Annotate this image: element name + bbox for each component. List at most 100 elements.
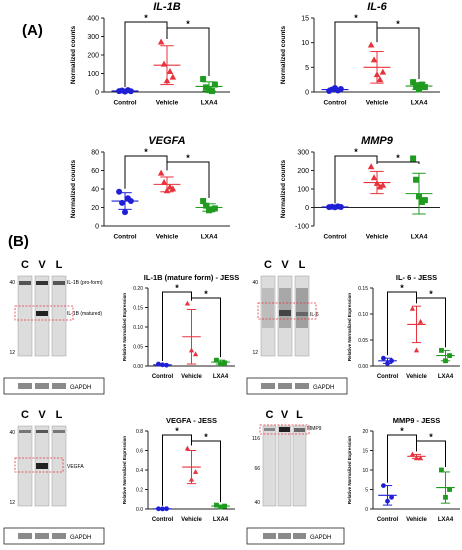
y-tick-label: 0.00 [133, 364, 143, 370]
data-point [376, 183, 384, 190]
lane-label: L [296, 409, 303, 421]
data-point [367, 41, 375, 48]
data-point [421, 84, 428, 91]
data-point [119, 199, 126, 206]
data-point [367, 163, 375, 170]
data-point [416, 193, 422, 200]
data-point [163, 77, 171, 84]
significance-star: * [429, 432, 433, 442]
data-point [208, 88, 215, 95]
significance-star: * [396, 153, 400, 163]
gel-band [19, 281, 31, 285]
data-point [214, 357, 219, 363]
gel-lane [51, 275, 67, 357]
y-tick-label: 0 [95, 89, 99, 96]
category-label: LXA4 [213, 374, 229, 380]
data-point [379, 181, 387, 188]
data-point [410, 79, 417, 86]
y-tick-label: 80 [91, 149, 99, 156]
data-point [389, 358, 394, 364]
significance-star: * [204, 289, 208, 299]
data-point [379, 68, 387, 75]
significance-star: * [186, 153, 190, 163]
gel-band [296, 312, 308, 316]
data-point [370, 174, 378, 181]
gapdh-band [18, 383, 32, 389]
y-tick-label: 0 [95, 223, 99, 230]
gel-band [36, 463, 48, 469]
significance-bracket [166, 27, 210, 77]
highlight-box [259, 424, 310, 435]
data-point [122, 209, 128, 216]
blot-il1b: C V L 40 12 IL-1B (pro-form) IL-1B (matured) GA… [3, 259, 105, 395]
gel-band [53, 430, 65, 433]
data-point [160, 60, 168, 67]
y-tick-label: 0.6 [136, 448, 143, 454]
data-point [409, 451, 416, 457]
category-label: Control [377, 374, 399, 380]
data-point [192, 469, 199, 474]
y-tick-label: 200 [87, 52, 99, 59]
significance-star: * [396, 19, 400, 29]
data-point [337, 203, 344, 210]
category-label: Vehicle [156, 234, 179, 241]
category-label: LXA4 [201, 234, 218, 241]
marker-label: 116 [252, 436, 260, 442]
panel-label-a: (A) [22, 22, 43, 39]
data-point [443, 494, 448, 500]
data-point [163, 187, 171, 194]
significance-bracket [124, 21, 168, 88]
category-label: LXA4 [411, 234, 428, 241]
data-point [385, 361, 390, 366]
significance-star: * [144, 147, 148, 157]
marker-label: 66 [254, 466, 260, 472]
lane-label: V [38, 409, 46, 421]
y-axis-label: Relative Normalized Expression [347, 293, 352, 362]
y-tick-label: 20 [91, 205, 99, 212]
y-axis-label: Normalized counts [70, 26, 77, 85]
data-point [447, 487, 452, 492]
lane-label: V [281, 259, 289, 271]
data-point [413, 176, 420, 183]
y-tick-label: 0.05 [133, 344, 143, 350]
gel-band [294, 428, 305, 432]
category-label: LXA4 [201, 100, 218, 107]
data-point [127, 198, 134, 205]
lane-label: L [56, 259, 63, 271]
y-tick-label: 0 [365, 507, 368, 513]
significance-star: * [400, 426, 404, 436]
chart-mmp9-jess: MMP9 - JESS 0 5 10 15 20 Relative Normalized E… [347, 416, 460, 523]
y-tick-label: 5 [305, 65, 309, 72]
category-label: Vehicle [366, 100, 389, 107]
category-label: Vehicle [406, 517, 427, 523]
y-tick-label: 0.8 [136, 429, 143, 435]
y-tick-label: 0 [305, 205, 309, 212]
significance-bracket [334, 155, 378, 204]
data-point [169, 185, 177, 192]
data-point [373, 71, 381, 78]
gapdh-band [278, 383, 292, 389]
data-point [421, 197, 428, 204]
significance-star: * [354, 147, 358, 157]
data-point [443, 358, 448, 364]
data-point [416, 86, 422, 93]
y-tick-label: 20 [362, 429, 368, 435]
y-tick-label: 100 [297, 186, 309, 193]
band-label: MMP9 [307, 426, 322, 432]
data-point [381, 483, 386, 488]
significance-star: * [204, 432, 208, 442]
gapdh-label: GAPDH [70, 535, 91, 541]
panel-label-b: (B) [8, 233, 29, 250]
data-point [157, 38, 165, 45]
significance-bracket [416, 297, 446, 348]
gel-lane [17, 275, 33, 357]
y-axis-label: Normalized counts [280, 160, 287, 219]
significance-star: * [144, 13, 148, 23]
lane-label: V [38, 259, 46, 271]
data-point [413, 347, 420, 353]
band-label: IL-6 [310, 312, 319, 318]
y-tick-label: 0.10 [358, 312, 368, 318]
blot-vegfa: C V L 40 12 VEGFA GAPDH [3, 409, 105, 545]
band-label: IL-1B (pro-form) [67, 280, 103, 286]
chart-il6-jess: IL- 6 - JESS 0.00 0.05 0.10 0.15 Relative Nor… [347, 273, 460, 380]
